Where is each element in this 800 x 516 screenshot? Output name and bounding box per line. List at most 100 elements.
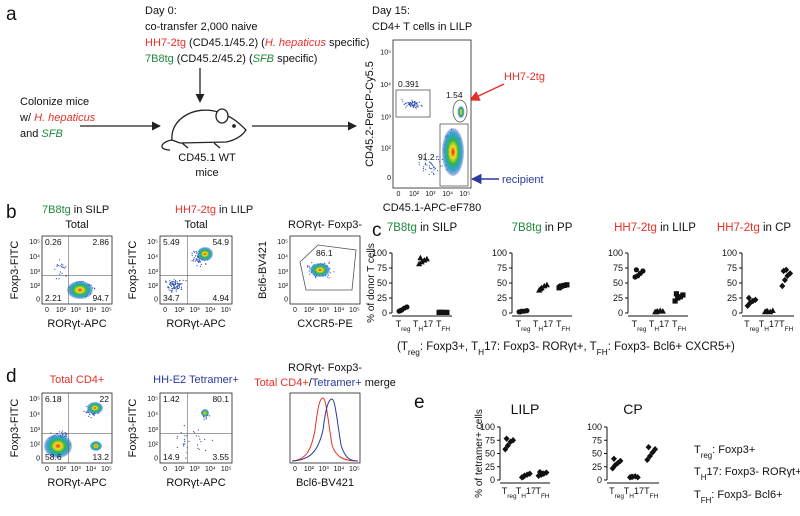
event-dot [403,104,405,106]
text: Day 0: [145,5,177,17]
event-dot [59,265,61,267]
x-tick-label: 10⁴ [205,307,216,314]
text-segment: in LILP [657,222,696,234]
footnote: (Treg: Foxp3+, TH17: Foxp3- RORγt+, TFH:… [397,341,735,357]
dot [653,308,660,315]
text-segment: 17 [526,486,536,496]
event-dot [211,439,214,441]
text-segment: HH7-2tg [504,71,545,83]
event-dot [431,168,433,170]
event-dot [197,429,199,431]
quadrant-value: 54.9 [212,237,229,247]
text-segment: 17 [543,319,553,329]
event-dot [198,448,200,450]
text-segment: T [694,489,701,501]
event-dot [185,280,187,282]
plot-frame [289,392,361,464]
y-tick-label: 100 [608,248,623,258]
event-dot [195,252,197,254]
event-dot [183,425,185,427]
x-tick-label: TFH [556,319,570,333]
y-tick-label: 0 [490,475,495,485]
y-tick-label: 10⁴ [147,254,158,261]
x-tick-label: 10³ [425,191,436,198]
event-dot [413,105,415,107]
text-segment: Tetramer+ [312,377,362,389]
event-dot [170,283,172,285]
y-tick-label: 10⁵ [147,396,158,403]
y-tick-label: 10³ [148,427,159,434]
event-dot [410,106,412,108]
x-tick-label: Treg [609,486,624,500]
x-tick-label: 10² [409,191,420,198]
y-axis-label: Foxp3-FITC [127,399,139,458]
event-dot [416,102,418,104]
quadrant-value: 94.7 [92,293,109,303]
event-dot [175,280,177,282]
dot [502,446,509,453]
x-tick-label: TFH [535,486,549,500]
event-dot [311,262,313,264]
y-tick-label: 50 [727,278,737,288]
text-segment: FH [677,326,686,333]
text: Day 15: [372,5,410,17]
event-dot [203,418,205,420]
event-dot [171,282,173,284]
event-dot [197,260,199,262]
event-dot [176,281,178,283]
y-tick-label: 0 [618,308,623,318]
event-dot [196,265,198,267]
text: and SFB [20,128,63,140]
dot [633,267,640,273]
event-dot [199,265,201,267]
dot [444,309,450,315]
text-segment: T [609,486,615,496]
event-dot [414,103,416,105]
x-tick-label: 10³ [189,307,200,314]
event-dot [429,167,431,170]
text-segment: (CD45.2/45.2) ( [174,53,253,65]
plot-title: Total CD4+ [50,374,105,386]
gate [452,99,468,123]
event-dot [58,431,61,433]
y-tick-label: 10⁵ [29,396,40,403]
text-segment: FH [541,493,550,500]
event-dot [181,283,183,285]
y-tick-label: 25 [485,462,495,472]
event-dot [401,99,403,101]
x-tick-label: 10³ [189,466,200,473]
event-dot [426,164,428,166]
dot [673,291,679,297]
dot [645,443,652,451]
event-dot [58,278,60,280]
y-tick-label: 50 [485,449,495,459]
x-tick-label: TFH [644,486,658,500]
y-tick-label: 75 [377,263,387,273]
event-dot [425,169,427,171]
text-segment: T [533,319,539,329]
x-tick-label: 10⁴ [205,466,216,473]
event-dot [307,265,309,267]
text-segment: T [502,486,508,496]
text-segment: specific) [326,37,369,49]
text-segment: reg [750,326,760,333]
event-dot [180,432,182,434]
text-segment: LILP [511,401,540,417]
density-blob [90,441,102,451]
event-dot [195,258,197,260]
x-tick-label: 0 [45,466,49,473]
text-segment: H. hepaticus [265,37,327,49]
x-tick-label: 10² [304,466,315,473]
event-dot [428,173,430,175]
y-tick-label: 10³ [30,269,41,276]
event-dot [327,274,329,276]
panel-label: b [6,202,17,223]
event-dot [431,163,433,165]
x-tick-label: Treg [396,319,411,333]
x-tick-label: 0 [163,466,167,473]
event-dot [170,282,172,284]
event-dot [414,104,416,106]
x-axis-label: RORγt-APC [47,477,106,489]
y-tick-label: 75 [592,435,602,445]
event-dot [59,273,61,275]
